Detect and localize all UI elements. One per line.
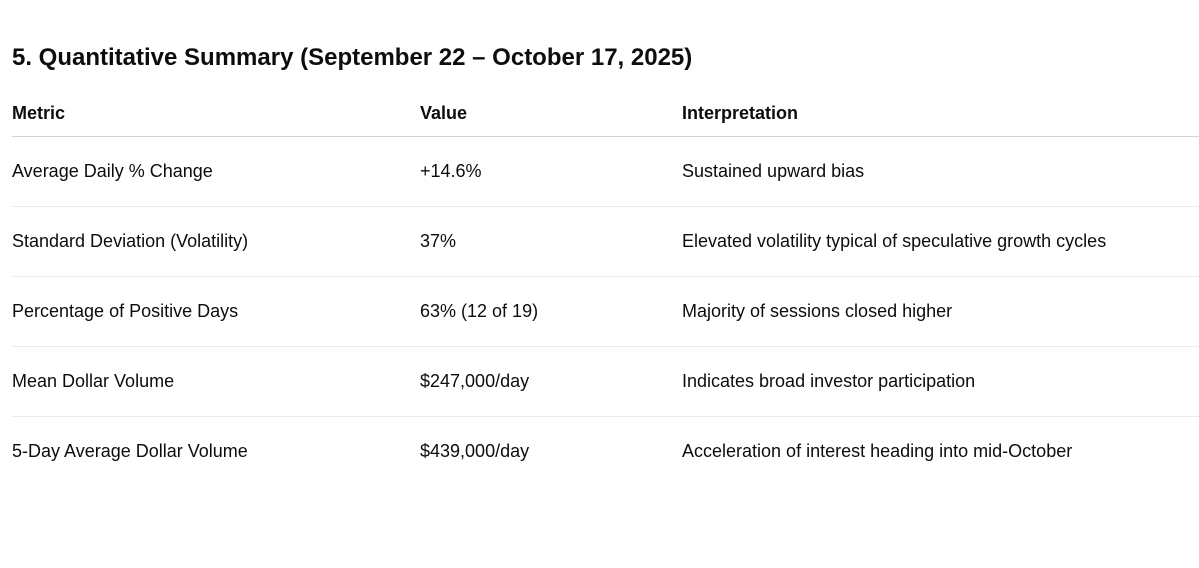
interpretation-cell: Elevated volatility typical of speculati… <box>682 206 1199 277</box>
column-header-interpretation: Interpretation <box>682 86 1199 137</box>
table-row: Percentage of Positive Days 63% (12 of 1… <box>12 276 1199 347</box>
page-title: 5. Quantitative Summary (September 22 – … <box>12 44 693 71</box>
interpretation-cell: Sustained upward bias <box>682 136 1199 207</box>
interpretation-cell: Acceleration of interest heading into mi… <box>682 441 1073 461</box>
metric-cell: 5-Day Average Dollar Volume <box>12 441 248 461</box>
interpretation-cell: Majority of sessions closed higher <box>682 276 1199 347</box>
metric-cell: Mean Dollar Volume <box>12 346 420 417</box>
metric-cell: Percentage of Positive Days <box>12 276 420 347</box>
column-header-metric: Metric <box>12 86 420 137</box>
value-cell: 63% (12 of 19) <box>420 276 682 347</box>
value-cell: +14.6% <box>420 136 682 207</box>
quantitative-summary-table: Metric Value Interpretation Average Dail… <box>12 86 1199 486</box>
metric-cell: Average Daily % Change <box>12 136 420 207</box>
metric-cell: Standard Deviation (Volatility) <box>12 206 420 277</box>
table-row: Standard Deviation (Volatility) 37% Elev… <box>12 206 1199 277</box>
table-row: Mean Dollar Volume $247,000/day Indicate… <box>12 346 1199 417</box>
column-header-value: Value <box>420 86 682 137</box>
value-cell: 37% <box>420 206 682 277</box>
value-cell: $247,000/day <box>420 346 682 417</box>
document-section: 5. Quantitative Summary (September 22 – … <box>0 42 1199 486</box>
table-header-row: Metric Value Interpretation <box>12 86 1199 137</box>
table-row: Average Daily % Change +14.6% Sustained … <box>12 136 1199 207</box>
value-cell: $439,000/day <box>420 441 530 461</box>
table-row: 5-Day Average Dollar Volume $439,000/day… <box>12 417 1199 487</box>
interpretation-cell: Indicates broad investor participation <box>682 346 1199 417</box>
